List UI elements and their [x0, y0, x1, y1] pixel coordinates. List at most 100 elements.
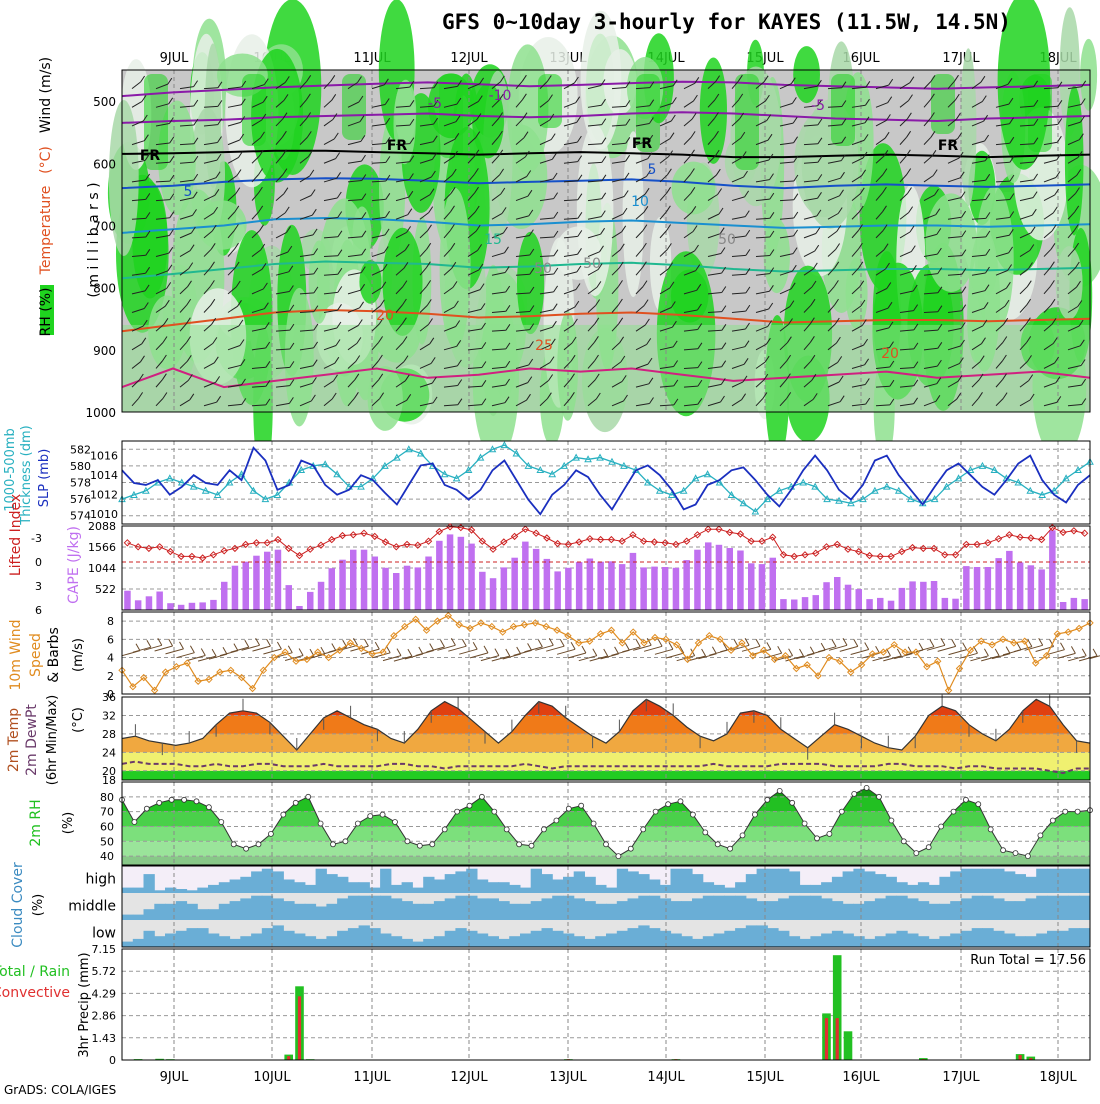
rh2m-point [578, 802, 585, 809]
wind-barb [683, 231, 694, 239]
temp-band [122, 715, 1090, 734]
wind10m-barb-flag [461, 638, 467, 647]
cape-bar [791, 599, 798, 610]
cape-bar [726, 548, 733, 610]
date-label-bottom: 16JUL [842, 1070, 880, 1085]
cape-bar [984, 567, 992, 610]
cloud-cell [509, 884, 521, 893]
cloud-cell [520, 933, 532, 947]
cape-bar [242, 561, 249, 610]
cape-bar [834, 577, 841, 610]
wind-barb [779, 288, 792, 295]
thickness-point [273, 490, 282, 498]
wind-barb [971, 199, 986, 202]
wind-barb-flag [332, 113, 338, 120]
cloud-cell [724, 930, 736, 947]
li-point [403, 540, 411, 549]
cloud-cell [1025, 876, 1037, 893]
wind-barb [851, 344, 864, 351]
wind10m-barb [850, 649, 869, 655]
wind-barb-flag [695, 264, 701, 271]
rh2m-point [491, 808, 498, 815]
wind-barb-flag [479, 283, 485, 290]
date-label-top: 9JUL [160, 51, 190, 66]
wind-barb-flag [841, 136, 847, 144]
wind10m-barb-flag [624, 643, 630, 651]
wind-barb [515, 137, 525, 145]
wind-barb [563, 141, 578, 146]
wind-barb-flag [913, 323, 919, 331]
wind-barb [995, 379, 1003, 388]
wind-barb-flag [909, 225, 915, 233]
cloud-cell [874, 936, 887, 947]
wind10m-point [542, 622, 550, 631]
wind-barb-flag [721, 360, 727, 367]
cloud-cell [1014, 901, 1026, 920]
wind10m-point [346, 639, 355, 647]
wind-barb-flag [816, 209, 822, 217]
wind10m-barb [839, 645, 858, 652]
wind-barb [155, 123, 170, 127]
wind-barb-flag [981, 337, 986, 344]
temp2m-tick: 32 [102, 709, 116, 722]
wind-barb [419, 248, 428, 257]
wind-barb [323, 345, 337, 351]
wind-barb [443, 230, 451, 239]
cape-bar [371, 556, 378, 610]
slp-label: SLP (mb) [37, 449, 52, 508]
cloud-cell [251, 895, 263, 920]
wind10m-barb [600, 653, 619, 660]
cape-bar [952, 598, 959, 610]
wind-barb-flag [574, 300, 580, 308]
wind-barb [467, 385, 482, 388]
wind-barb-flag [791, 264, 797, 272]
wind-barb [275, 366, 290, 369]
li-point [801, 551, 809, 559]
wind-barb-flag [1080, 98, 1086, 105]
wind-barb-flag [690, 187, 696, 194]
wind-barb-flag [931, 150, 937, 157]
rh2m-point [565, 805, 572, 812]
wind-barb [683, 82, 696, 90]
wind10m-barb-flag [179, 641, 184, 650]
cloud-cell [960, 930, 973, 947]
cloud-cell [702, 936, 715, 947]
contour-label: 15 [484, 232, 502, 248]
cloud-cell [1047, 895, 1059, 920]
wind-barb [227, 364, 242, 369]
wind-barb [971, 81, 982, 90]
thickness-tick: 576 [70, 493, 91, 506]
wind-barb-flag [216, 153, 222, 161]
wind10m-barb [970, 655, 989, 662]
cloud-cell [563, 933, 575, 947]
contour-label: 10 [631, 194, 649, 210]
wind-barb [635, 105, 650, 108]
wind-barb-flag [625, 118, 631, 126]
wind-barb-flag [954, 74, 959, 82]
cloud-cell [294, 882, 306, 893]
wind10m-barb-flag [440, 639, 445, 648]
wind10m-barb-flag [722, 642, 728, 651]
wind-barb [395, 267, 405, 276]
cloud-cell [455, 871, 467, 893]
cape-bar [393, 573, 400, 610]
wind-barb [203, 304, 212, 313]
wind10m-barb [817, 646, 837, 653]
wind10m-barb-flag [896, 648, 902, 657]
wind-barb-flag [307, 150, 313, 157]
cloud-cell [735, 895, 747, 920]
wind-barb-flag [426, 280, 432, 287]
wind-barb [155, 305, 166, 313]
wind-barb [875, 347, 890, 351]
wind10m-point [847, 668, 855, 676]
wind-barb-flag [577, 193, 583, 200]
li-point [381, 538, 390, 546]
wind-barb-flag [402, 280, 408, 287]
wind-barb [971, 236, 986, 239]
wind-barb-flag [1009, 136, 1015, 144]
wind-barb [515, 311, 530, 314]
wind-barb-flag [618, 317, 624, 325]
cloud-cell [476, 898, 489, 920]
wind-barb [923, 400, 937, 407]
pressure-tick: 900 [93, 344, 116, 358]
